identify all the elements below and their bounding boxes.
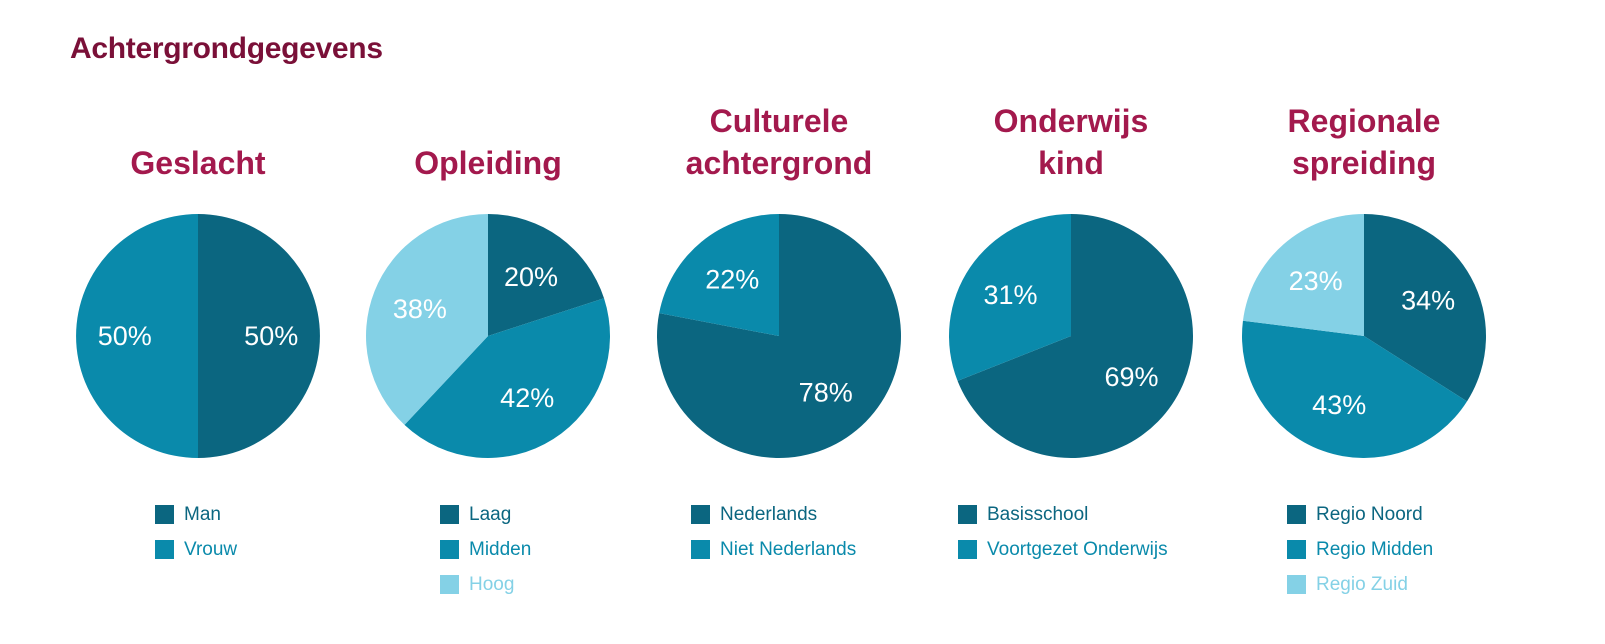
pie-slice-man bbox=[198, 214, 320, 458]
legend: Laag Midden Hoog bbox=[440, 497, 531, 602]
pie-chart-culturele-achtergrond: 78% 22% bbox=[656, 214, 901, 458]
pie-slice-laag bbox=[488, 214, 605, 336]
legend-item: Regio Midden bbox=[1287, 532, 1433, 567]
slice-value-label: 50% bbox=[98, 321, 152, 351]
chart-panel-opleiding: Opleiding 20% 42% 38% Laag Midden Hoog bbox=[338, 0, 638, 644]
legend-swatch bbox=[691, 540, 710, 559]
page-title: Achtergrondgegevens bbox=[70, 32, 383, 65]
slice-value-label: 78% bbox=[799, 377, 853, 407]
legend-item: Midden bbox=[440, 532, 531, 567]
slice-value-label: 42% bbox=[500, 383, 554, 413]
legend-item: Regio Zuid bbox=[1287, 567, 1433, 602]
slice-value-label: 43% bbox=[1312, 390, 1366, 420]
chart-title: Onderwijs kind bbox=[993, 103, 1149, 181]
chart-title: Culturele achtergrond bbox=[685, 103, 873, 181]
legend-swatch bbox=[691, 505, 710, 524]
slice-value-label: 50% bbox=[244, 321, 298, 351]
slice-value-label: 34% bbox=[1401, 286, 1455, 316]
legend-swatch bbox=[1287, 575, 1306, 594]
legend-item: Regio Noord bbox=[1287, 497, 1433, 532]
pie-slice-nederlands bbox=[656, 214, 901, 458]
legend-label: Niet Nederlands bbox=[720, 538, 857, 560]
legend-label: Nederlands bbox=[720, 503, 818, 525]
pie-chart-onderwijs-kind: 69% 31% bbox=[949, 214, 1194, 458]
legend-label: Basisschool bbox=[987, 503, 1089, 525]
legend-swatch bbox=[958, 505, 977, 524]
chart-title: Opleiding bbox=[414, 145, 562, 181]
chart-title: Regionale spreiding bbox=[1287, 103, 1441, 181]
chart-title: Geslacht bbox=[130, 145, 266, 181]
pie-slice-niet-nederlands bbox=[659, 214, 779, 336]
legend: Nederlands Niet Nederlands bbox=[691, 497, 856, 567]
legend-label: Midden bbox=[469, 538, 532, 560]
pie-slice-regio-zuid bbox=[1242, 214, 1364, 336]
slice-value-label: 22% bbox=[705, 265, 759, 295]
legend-swatch bbox=[958, 540, 977, 559]
legend-item: Vrouw bbox=[155, 532, 237, 567]
slice-value-label: 23% bbox=[1289, 266, 1343, 296]
legend-swatch bbox=[1287, 540, 1306, 559]
pie-chart-geslacht: 50% 50% bbox=[76, 214, 320, 458]
legend-swatch bbox=[440, 575, 459, 594]
pie-slice-basisschool bbox=[957, 214, 1194, 458]
legend-item: Nederlands bbox=[691, 497, 856, 532]
legend-item: Man bbox=[155, 497, 237, 532]
slice-value-label: 38% bbox=[393, 294, 447, 324]
pie-slice-hoog bbox=[366, 214, 488, 425]
legend-label: Voortgezet Onderwijs bbox=[987, 538, 1168, 560]
pie-slice-regio-noord bbox=[1364, 214, 1487, 402]
slice-value-label: 31% bbox=[983, 280, 1037, 310]
legend-label: Hoog bbox=[469, 573, 515, 595]
legend: Basisschool Voortgezet Onderwijs bbox=[958, 497, 1168, 567]
legend-item: Basisschool bbox=[958, 497, 1168, 532]
pie-slice-voortgezet-onderwijs bbox=[949, 214, 1071, 381]
legend-swatch bbox=[155, 505, 174, 524]
chart-panel-onderwijs-kind: Onderwijs kind 69% 31% Basisschool Voortg… bbox=[921, 0, 1221, 644]
legend: Man Vrouw bbox=[155, 497, 237, 567]
legend-label: Laag bbox=[469, 503, 512, 525]
pie-slice-midden bbox=[404, 298, 610, 458]
legend-item: Hoog bbox=[440, 567, 531, 602]
pie-chart-opleiding: 20% 42% 38% bbox=[366, 214, 610, 458]
slice-value-label: 20% bbox=[504, 262, 558, 292]
legend-item: Voortgezet Onderwijs bbox=[958, 532, 1168, 567]
pie-slice-regio-midden bbox=[1241, 320, 1468, 459]
legend-label: Vrouw bbox=[184, 538, 238, 560]
legend: Regio Noord Regio Midden Regio Zuid bbox=[1287, 497, 1433, 602]
legend-swatch bbox=[440, 540, 459, 559]
legend-swatch bbox=[1287, 505, 1306, 524]
legend-label: Regio Zuid bbox=[1316, 573, 1408, 595]
legend-item: Niet Nederlands bbox=[691, 532, 856, 567]
chart-panel-culturele-achtergrond: Culturele achtergrond 78% 22% Nederlands … bbox=[629, 0, 929, 644]
pie-slice-vrouw bbox=[76, 214, 198, 458]
legend-label: Regio Noord bbox=[1316, 503, 1423, 525]
chart-panel-geslacht: Geslacht 50% 50% Man Vrouw bbox=[48, 0, 348, 644]
legend-swatch bbox=[440, 505, 459, 524]
chart-panel-regionale-spreiding: Regionale spreiding 34% 43% 23% Regio Noor… bbox=[1214, 0, 1514, 644]
slice-value-label: 69% bbox=[1104, 362, 1158, 392]
legend-swatch bbox=[155, 540, 174, 559]
legend-label: Regio Midden bbox=[1316, 538, 1434, 560]
pie-chart-regionale-spreiding: 34% 43% 23% bbox=[1241, 214, 1487, 459]
legend-label: Man bbox=[184, 503, 221, 525]
legend-item: Laag bbox=[440, 497, 531, 532]
